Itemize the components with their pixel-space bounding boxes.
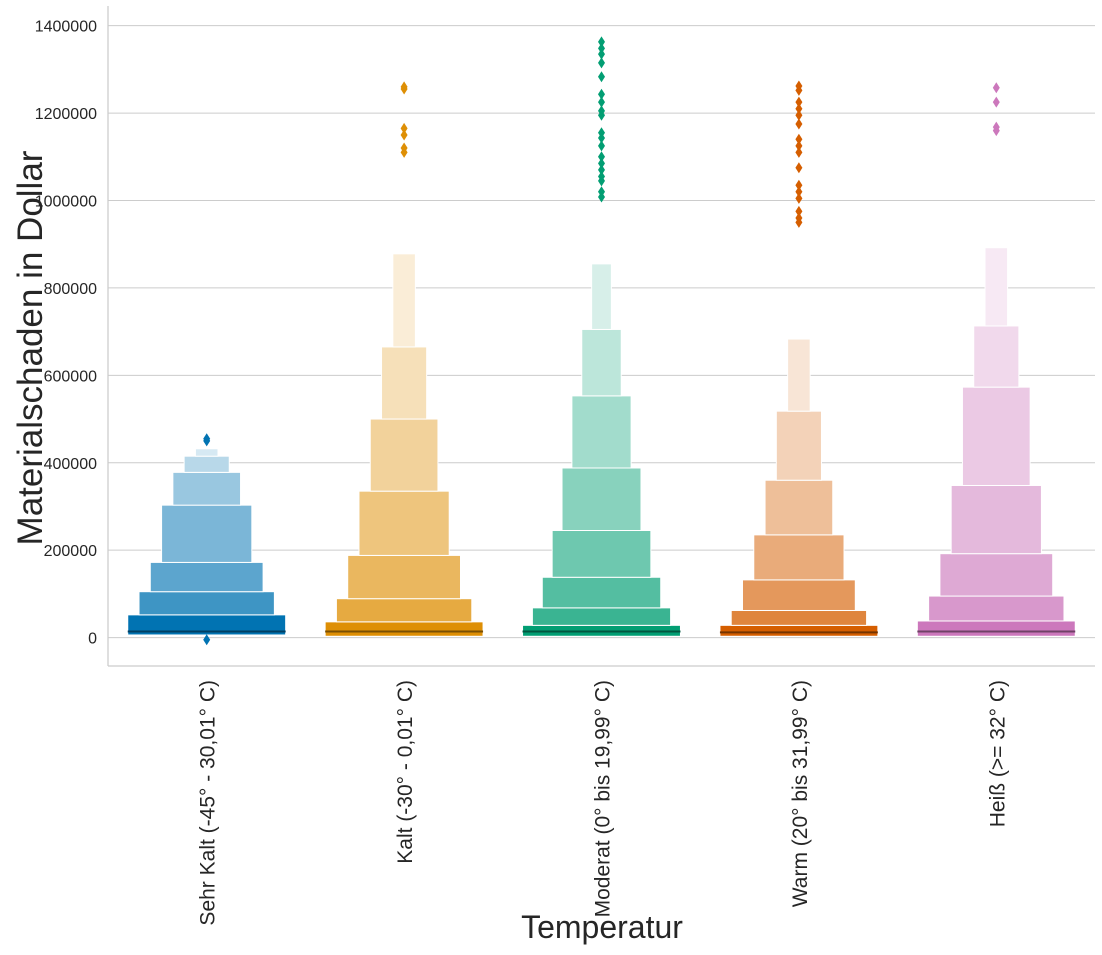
outlier-marker [795, 103, 803, 115]
outlier-marker [795, 118, 803, 130]
y-tick-label: 1000000 [35, 194, 97, 211]
outlier-marker [795, 205, 803, 217]
boxen-box [335, 598, 473, 623]
boxen-box [950, 484, 1042, 555]
outlier-marker [598, 57, 605, 69]
outlier-marker [400, 122, 408, 134]
outlier-marker [400, 129, 408, 141]
boxen-box [194, 448, 219, 457]
outlier-marker [598, 175, 605, 187]
outlier-marker [992, 96, 1000, 108]
y-tick-label: 1400000 [35, 19, 97, 36]
x-tick-label: Warm (20° bis 31,99° C) [789, 680, 812, 907]
boxen-box [928, 595, 1065, 622]
boxen-box [939, 553, 1054, 597]
boxen-box [571, 395, 632, 469]
boxen-box [149, 561, 264, 593]
x-tick-label: Kalt (-30° - 0,01° C) [394, 680, 417, 864]
x-tick-label: Sehr Kalt (-45° - 30,01° C) [197, 680, 220, 926]
y-tick-label: 400000 [44, 456, 97, 473]
outlier-marker [598, 132, 605, 144]
outlier-marker [598, 157, 605, 169]
boxen-group [324, 81, 484, 637]
boxen-box [324, 621, 484, 637]
y-tick-label: 1200000 [35, 106, 97, 123]
outlier-marker [598, 36, 605, 48]
boxen-layer [127, 36, 1076, 646]
boxen-box [531, 607, 672, 626]
outlier-marker [992, 82, 1000, 94]
y-axis-label: Materialschaden in Dollar [11, 150, 50, 545]
outlier-marker [992, 125, 1000, 137]
boxen-box [787, 338, 811, 412]
y-tick-label: 800000 [44, 281, 97, 298]
boxen-box [381, 346, 428, 420]
outlier-marker [795, 179, 803, 191]
boxen-box [392, 253, 416, 348]
outlier-marker [598, 140, 605, 152]
outlier-marker [795, 186, 803, 198]
x-axis-label: Temperatur [521, 909, 683, 945]
outlier-marker [598, 71, 605, 83]
boxen-box [541, 576, 662, 609]
boxen-box [347, 554, 462, 600]
boxen-box [775, 410, 822, 481]
axis-layer: 0 200000 400000 600000 800000 1000000 1200000 1… [35, 6, 1095, 926]
boxen-group [719, 80, 879, 637]
boxen-group [127, 433, 287, 646]
outlier-marker [598, 48, 605, 60]
outlier-marker [795, 146, 803, 158]
boxen-group [916, 82, 1076, 637]
boxen-box [753, 534, 845, 581]
boxen-box [358, 490, 450, 556]
boxen-box [961, 386, 1031, 486]
outlier-marker [598, 164, 605, 176]
outlier-marker [795, 96, 803, 108]
boxen-box [581, 328, 622, 397]
boxen-box [591, 263, 612, 330]
outlier-marker [795, 140, 803, 152]
boxen-box [764, 479, 834, 536]
boxen-box [551, 530, 652, 578]
outlier-marker [795, 84, 803, 96]
outlier-marker [795, 192, 803, 204]
outlier-marker [598, 96, 605, 108]
outlier-marker [598, 109, 605, 121]
outlier-marker [795, 133, 803, 145]
outlier-marker [795, 162, 803, 174]
outlier-marker [400, 83, 408, 95]
y-tick-label: 200000 [44, 543, 97, 560]
outlier-marker [598, 191, 605, 203]
boxen-box [172, 471, 242, 506]
boxen-box [138, 591, 275, 616]
outlier-marker [795, 216, 803, 228]
outlier-marker [795, 109, 803, 121]
y-tick-label: 0 [88, 631, 97, 648]
boxen-box [730, 609, 868, 626]
y-tick-label: 600000 [44, 368, 97, 385]
outlier-marker [203, 435, 211, 447]
outlier-marker [598, 151, 605, 163]
boxen-box [369, 418, 439, 492]
boxen-box [742, 579, 856, 611]
outlier-marker [598, 88, 605, 100]
x-tick-label: Moderat (0° bis 19,99° C) [592, 680, 615, 917]
outlier-marker [203, 634, 211, 646]
boxen-box [161, 504, 253, 563]
boxen-box [916, 620, 1076, 637]
boxen-box [183, 455, 230, 473]
boxen-box [719, 624, 879, 637]
boxen-box [984, 247, 1009, 327]
boxen-group [522, 36, 681, 637]
outlier-marker [400, 146, 408, 158]
outlier-marker [598, 42, 605, 54]
boxen-box [561, 467, 642, 532]
x-tick-label: Heiß (>= 32° C) [986, 680, 1009, 827]
boxen-box [973, 325, 1020, 388]
